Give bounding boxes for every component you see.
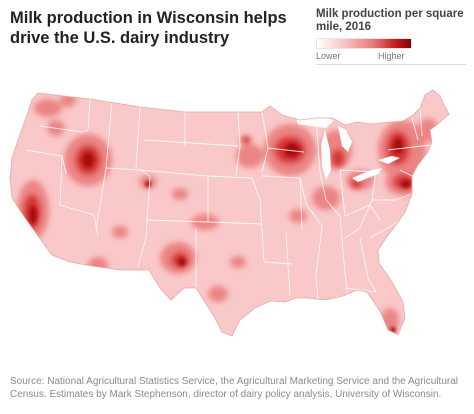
legend-scale-labels: Lower Higher <box>316 51 416 63</box>
source-note: Source: National Agricultural Statistics… <box>10 376 458 400</box>
country-outline <box>9 89 450 337</box>
production-peaks <box>29 138 411 333</box>
legend-title: Milk production per square mile, 2016 <box>316 8 464 33</box>
us-milk-production-map <box>9 89 450 337</box>
page-title: Milk production in Wisconsin helps drive… <box>10 9 287 47</box>
legend-divider <box>316 64 466 65</box>
lake-cutouts <box>296 116 400 182</box>
legend-low-label: Lower <box>316 51 341 61</box>
legend-gradient-bar <box>316 38 412 49</box>
legend: Milk production per square mile, 2016 Lo… <box>316 8 466 63</box>
state-borders <box>25 98 431 301</box>
legend-high-label: Higher <box>378 51 405 61</box>
